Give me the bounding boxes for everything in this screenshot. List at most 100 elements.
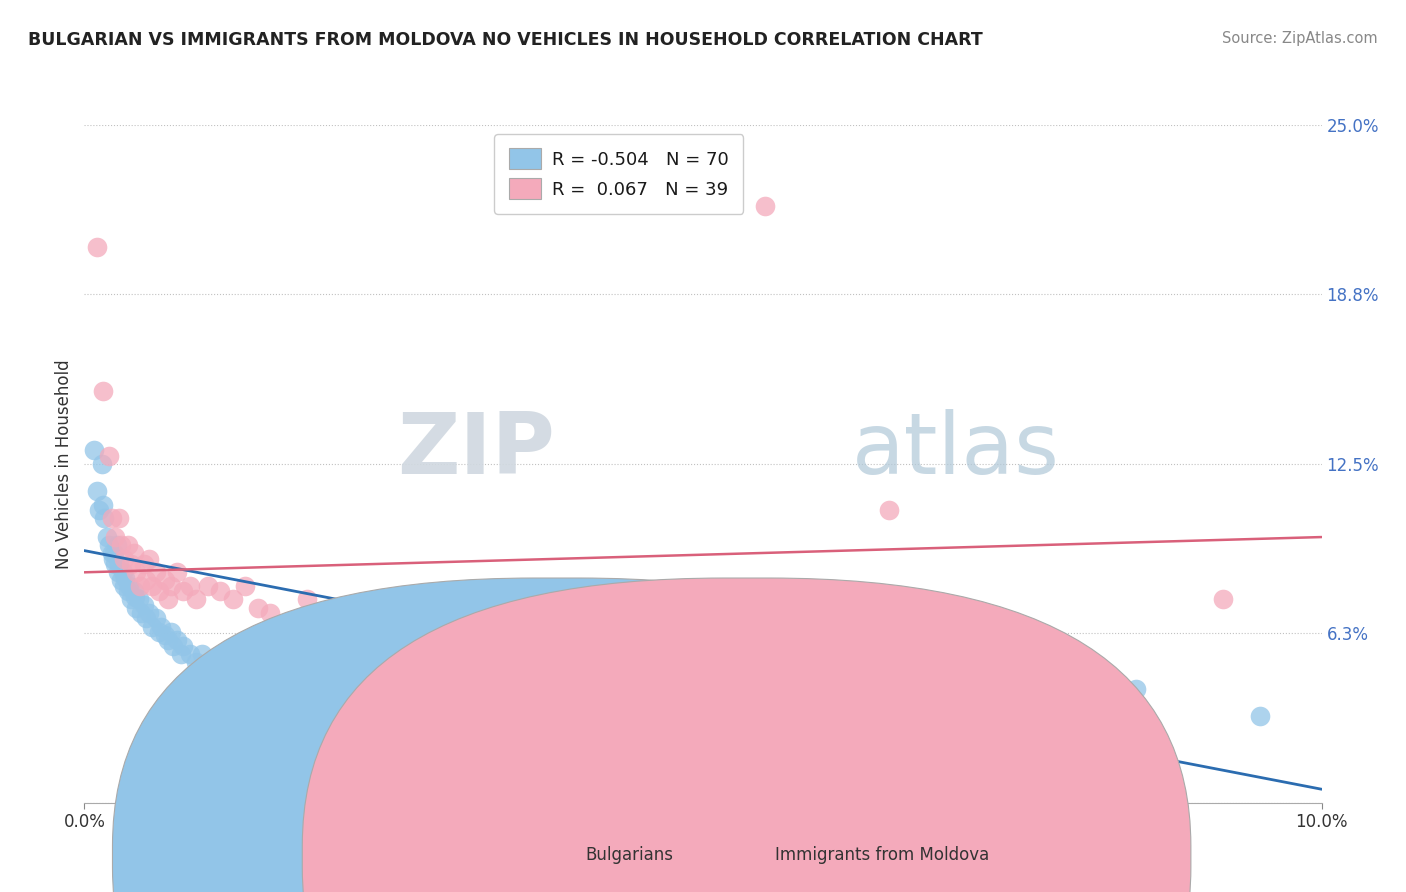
Point: [166, 633, 188, 648]
Point: [91, 384, 114, 398]
Point: [179, 647, 201, 661]
Point: [157, 592, 180, 607]
Point: [215, 665, 238, 680]
Point: [153, 628, 176, 642]
Point: [754, 639, 776, 653]
Point: [284, 687, 307, 701]
Point: [91, 498, 114, 512]
Point: [160, 624, 183, 639]
Point: [112, 579, 135, 593]
Point: [117, 538, 139, 552]
Point: [233, 579, 256, 593]
Point: [145, 611, 167, 625]
Point: [96, 530, 118, 544]
Text: BULGARIAN VS IMMIGRANTS FROM MOLDOVA NO VEHICLES IN HOUSEHOLD CORRELATION CHART: BULGARIAN VS IMMIGRANTS FROM MOLDOVA NO …: [28, 31, 983, 49]
Point: [138, 551, 160, 566]
Point: [191, 647, 214, 661]
Point: [120, 592, 142, 607]
Point: [132, 557, 155, 571]
Point: [135, 611, 157, 625]
Point: [118, 579, 141, 593]
Point: [233, 665, 256, 680]
Point: [110, 574, 132, 588]
Text: Immigrants from Moldova: Immigrants from Moldova: [775, 846, 988, 863]
Point: [162, 639, 184, 653]
Point: [246, 673, 269, 688]
Point: [89, 503, 111, 517]
Point: [90, 457, 112, 471]
Legend: R = -0.504   N = 70, R =  0.067   N = 39: R = -0.504 N = 70, R = 0.067 N = 39: [495, 134, 744, 213]
Point: [160, 579, 183, 593]
Y-axis label: No Vehicles in Household: No Vehicles in Household: [55, 359, 73, 569]
Point: [1212, 592, 1234, 607]
Point: [321, 692, 343, 706]
Point: [630, 720, 652, 734]
Point: [1125, 681, 1147, 696]
Point: [184, 592, 207, 607]
Point: [382, 701, 405, 715]
Point: [129, 606, 152, 620]
Point: [124, 590, 146, 604]
Point: [692, 728, 714, 742]
Point: [145, 566, 167, 580]
Point: [110, 538, 132, 552]
Text: atlas: atlas: [852, 409, 1060, 491]
Point: [122, 546, 145, 560]
Text: Source: ZipAtlas.com: Source: ZipAtlas.com: [1222, 31, 1378, 46]
Point: [184, 655, 207, 669]
Point: [172, 584, 194, 599]
Point: [117, 584, 139, 599]
Point: [444, 611, 467, 625]
Point: [202, 652, 225, 666]
Point: [754, 199, 776, 213]
Point: [815, 647, 838, 661]
Point: [222, 592, 245, 607]
Point: [419, 692, 441, 706]
Point: [98, 538, 121, 552]
Point: [108, 511, 131, 525]
Point: [259, 681, 281, 696]
Point: [939, 665, 962, 680]
Point: [125, 566, 148, 580]
Point: [108, 557, 131, 571]
Point: [104, 557, 127, 571]
Point: [141, 579, 163, 593]
Point: [114, 571, 136, 585]
Point: [295, 681, 318, 696]
Point: [179, 579, 201, 593]
Point: [197, 660, 219, 674]
Point: [101, 551, 124, 566]
Point: [209, 660, 232, 674]
Point: [103, 546, 125, 560]
Point: [568, 714, 591, 729]
Point: [170, 647, 193, 661]
Point: [100, 546, 122, 560]
Point: [83, 443, 105, 458]
Point: [150, 619, 173, 633]
Point: [506, 709, 529, 723]
Point: [877, 503, 900, 517]
Point: [148, 584, 170, 599]
Point: [382, 592, 405, 607]
Point: [444, 701, 467, 715]
Point: [98, 449, 121, 463]
Point: [166, 566, 188, 580]
Point: [138, 606, 160, 620]
Point: [112, 551, 135, 566]
Point: [86, 483, 108, 498]
Point: [157, 633, 180, 648]
Point: [153, 574, 176, 588]
Text: Bulgarians: Bulgarians: [585, 846, 673, 863]
Point: [197, 579, 219, 593]
Point: [105, 538, 128, 552]
Point: [128, 592, 150, 607]
Point: [125, 600, 148, 615]
Point: [209, 584, 232, 599]
Point: [122, 584, 145, 599]
Point: [148, 624, 170, 639]
Text: ZIP: ZIP: [396, 409, 554, 491]
Point: [132, 598, 155, 612]
Point: [107, 566, 129, 580]
Point: [172, 639, 194, 653]
Point: [104, 530, 127, 544]
